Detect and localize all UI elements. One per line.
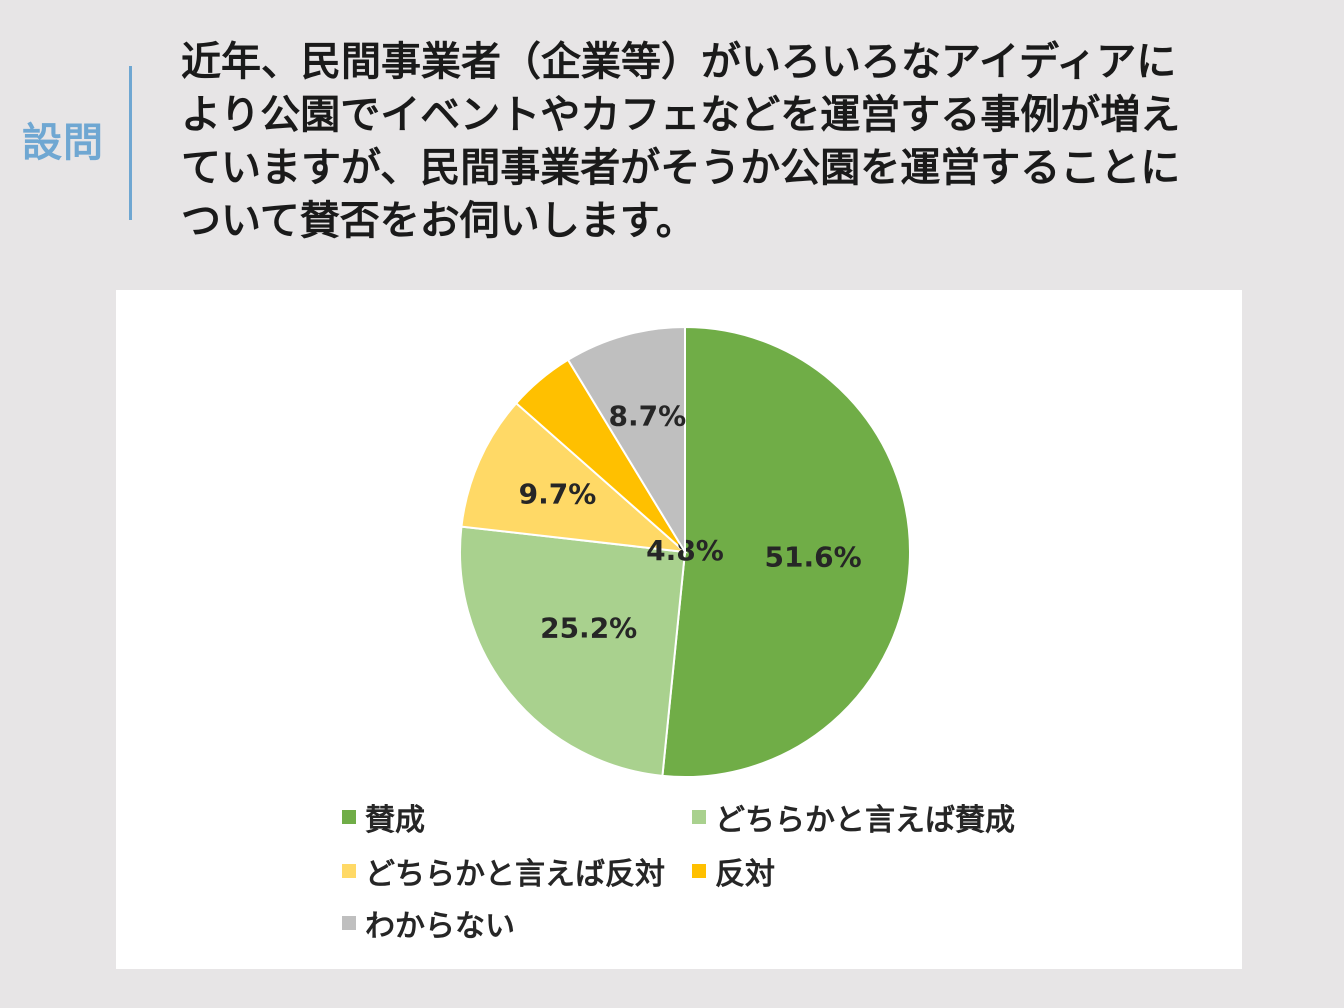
legend-label: どちらかと言えば賛成 (715, 803, 1015, 838)
legend-item-4: わからない (342, 901, 515, 945)
legend-item-2: どちらかと言えば反対 (342, 849, 665, 893)
data-label-1: 25.2% (540, 612, 637, 645)
tag-divider (129, 66, 132, 220)
question-tag: 設問 (22, 120, 104, 166)
legend-item-0: 賛成 (342, 795, 425, 839)
legend-swatch (692, 864, 706, 878)
legend-swatch (692, 810, 706, 824)
pie-slice-1 (459, 525, 687, 777)
pie-slice-2 (460, 401, 689, 554)
legend-label: どちらかと言えば反対 (365, 857, 665, 892)
legend-swatch (342, 916, 356, 930)
legend-label: 反対 (715, 857, 775, 892)
legend-swatch (342, 810, 356, 824)
data-label-2: 9.7% (519, 477, 597, 510)
legend-item-1: どちらかと言えば賛成 (692, 795, 1015, 839)
data-label-0: 51.6% (765, 540, 862, 573)
legend-swatch (342, 864, 356, 878)
legend-label: わからない (365, 909, 515, 944)
pie-slice-4 (566, 325, 686, 556)
legend-label: 賛成 (365, 803, 425, 838)
legend-item-3: 反対 (692, 849, 775, 893)
pie-slice-0 (661, 325, 911, 778)
pie-chart: 51.6%25.2%9.7%4.8%8.7% (459, 325, 911, 778)
legend: 賛成 どちらかと言えば賛成どちらかと言えば反対 反対わからない (342, 795, 1102, 955)
chart-card: 51.6%25.2%9.7%4.8%8.7% 賛成どちらかと言えば賛成どちらかと… (116, 290, 1242, 969)
question-text: 近年、民間事業者（企業等）がいろいろなアイディアに より公園でイベントやカフェな… (181, 39, 1181, 244)
data-label-4: 8.7% (609, 400, 687, 433)
